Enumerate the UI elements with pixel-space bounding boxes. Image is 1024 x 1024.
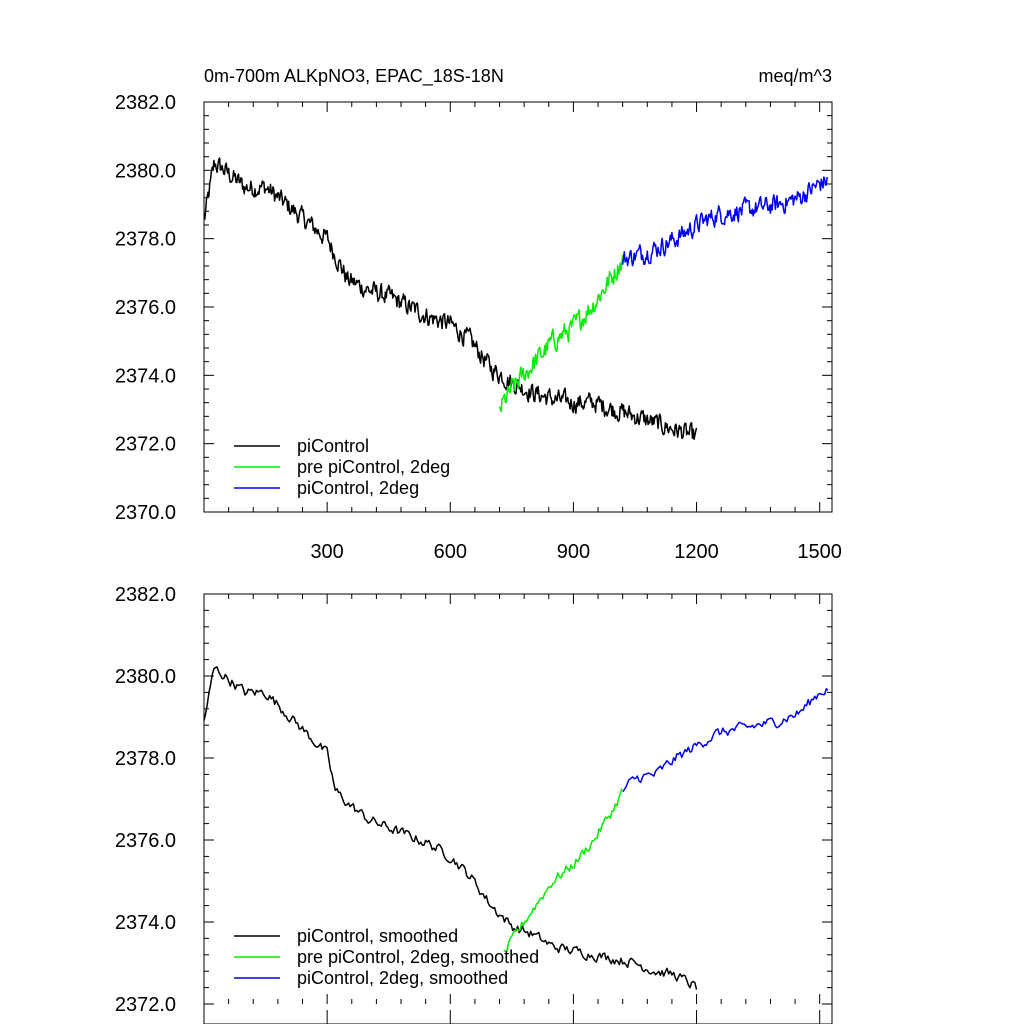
series-line-3 xyxy=(622,688,829,793)
bottom-ticks: 2372.0 2374.0 2376.0 2378.0 2380.0 2382.0 xyxy=(115,584,832,1024)
bottom-plot-frame xyxy=(203,593,833,1024)
y-tick-label: 2382.0 xyxy=(115,92,176,114)
legend-label-2: pre piControl, 2deg xyxy=(297,457,450,477)
x-tick-label: 1200 xyxy=(674,541,719,563)
bottom-panel: 2372.0 2374.0 2376.0 2378.0 2380.0 2382.0 piC… xyxy=(115,584,833,1024)
legend-label-1: piControl xyxy=(297,436,369,456)
top-ticks: 2370.0 2372.0 2374.0 2376.0 2378.0 2380.0 2382… xyxy=(115,92,842,563)
legend-label-3: piControl, 2deg, smoothed xyxy=(297,968,508,988)
top-panel: 0m-700m ALKpNO3, EPAC_18S-18N meq/m^3 23… xyxy=(115,66,842,563)
y-tick-label: 2378.0 xyxy=(115,748,176,770)
legend-label-3: piControl, 2deg xyxy=(297,478,419,498)
top-title: 0m-700m ALKpNO3, EPAC_18S-18N xyxy=(204,66,504,87)
y-tick-label: 2376.0 xyxy=(115,830,176,852)
y-tick-label: 2378.0 xyxy=(115,229,176,251)
x-tick-label: 600 xyxy=(434,541,467,563)
y-tick-label: 2372.0 xyxy=(115,434,176,456)
series-line-2 xyxy=(498,254,624,413)
x-tick-label: 1500 xyxy=(797,541,842,563)
x-tick-label: 900 xyxy=(557,541,590,563)
legend-label-1: piControl, smoothed xyxy=(297,926,458,946)
top-units: meq/m^3 xyxy=(759,66,832,86)
x-tick-label: 300 xyxy=(310,541,343,563)
y-tick-label: 2374.0 xyxy=(115,365,176,387)
series-line-1 xyxy=(203,157,698,441)
y-tick-label: 2382.0 xyxy=(115,584,176,606)
bottom-series-group xyxy=(203,666,829,990)
legend-label-2: pre piControl, 2deg, smoothed xyxy=(297,947,539,967)
y-tick-label: 2380.0 xyxy=(115,160,176,182)
series-line-3 xyxy=(621,176,829,267)
y-tick-label: 2376.0 xyxy=(115,297,176,319)
series-line-1 xyxy=(203,666,698,990)
top-series-group xyxy=(203,157,829,441)
y-tick-label: 2370.0 xyxy=(115,502,176,524)
y-tick-label: 2380.0 xyxy=(115,666,176,688)
y-tick-label: 2372.0 xyxy=(115,994,176,1016)
y-tick-label: 2374.0 xyxy=(115,912,176,934)
series-line-2 xyxy=(503,788,623,952)
